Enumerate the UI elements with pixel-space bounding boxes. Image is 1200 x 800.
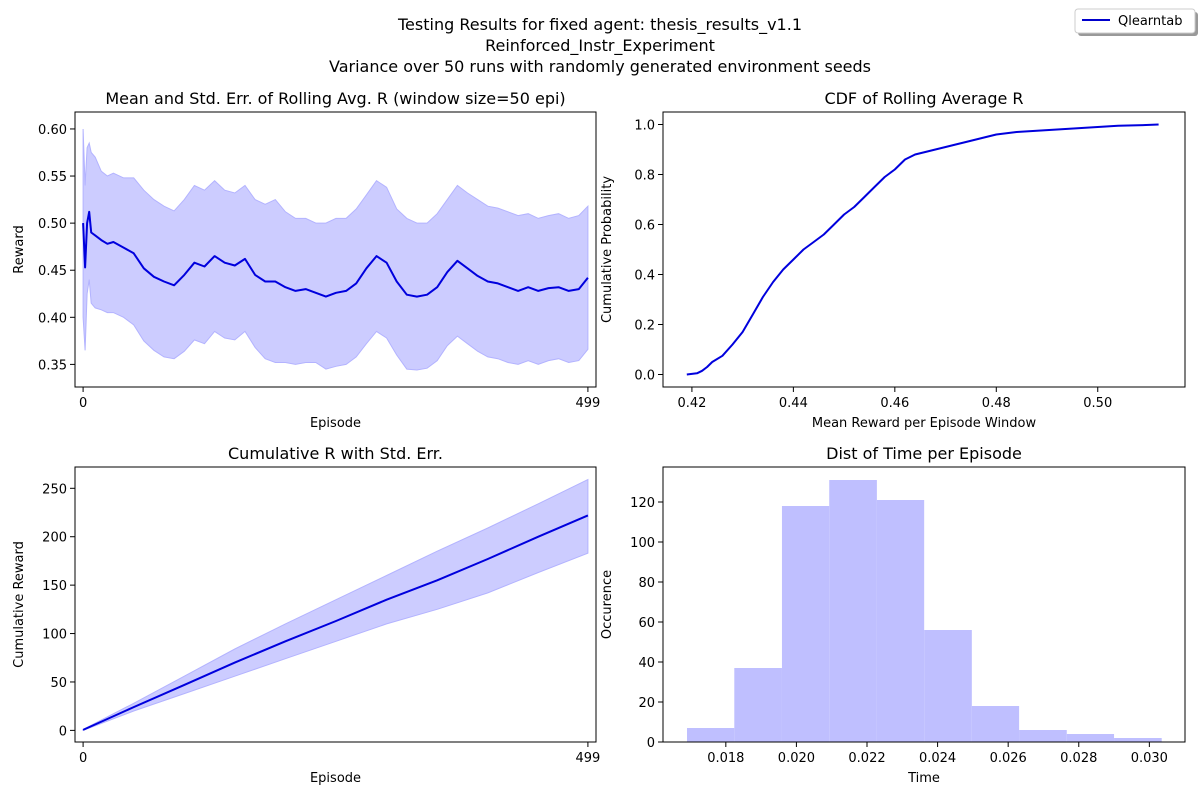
- suptitle: Testing Results for fixed agent: thesis_…: [329, 15, 871, 76]
- y-tick-label: 1.0: [634, 119, 655, 134]
- histogram-bar: [876, 500, 925, 742]
- y-axis-label: Cumulative Reward: [12, 541, 27, 668]
- histogram-bar: [734, 668, 782, 742]
- x-tick-label: 0.48: [982, 396, 1011, 411]
- y-axis-label: Reward: [12, 225, 27, 273]
- y-tick-label: 50: [50, 676, 67, 691]
- x-tick-label: 0.026: [990, 751, 1027, 766]
- plot-area: [82, 478, 589, 732]
- axes-title: CDF of Rolling Average R: [824, 89, 1023, 108]
- axes-title: Cumulative R with Std. Err.: [228, 444, 443, 463]
- histogram-bar: [1019, 730, 1067, 742]
- axes-title: Dist of Time per Episode: [826, 444, 1022, 463]
- y-tick-label: 0.4: [634, 269, 655, 284]
- histogram-bar: [687, 728, 735, 742]
- y-tick-label: 100: [630, 536, 655, 551]
- y-tick-label: 0.0: [634, 369, 655, 384]
- y-axis-label: Cumulative Probability: [600, 176, 615, 323]
- axes-frame: [74, 466, 597, 743]
- y-axis-label: Occurence: [600, 570, 615, 639]
- y-tick-label: 20: [638, 696, 655, 711]
- x-tick-label: 0.50: [1083, 396, 1112, 411]
- plot-area: [686, 123, 1159, 376]
- std-err-band: [82, 128, 589, 371]
- x-tick-label: 0.024: [919, 751, 956, 766]
- histogram-bar: [1066, 734, 1115, 742]
- legend-box: [1074, 8, 1196, 34]
- x-axis-label: Episode: [310, 771, 361, 786]
- axes-frame: [662, 466, 1186, 743]
- histogram-bar: [1114, 738, 1162, 742]
- mean-line: [82, 514, 589, 731]
- y-tick-label: 40: [638, 656, 655, 671]
- plot-area: [82, 128, 589, 371]
- x-tick-label: 0.028: [1060, 751, 1097, 766]
- std-err-band: [82, 478, 589, 732]
- x-tick-label: 0: [79, 396, 87, 411]
- y-tick-label: 60: [638, 616, 655, 631]
- y-tick-label: 80: [638, 576, 655, 591]
- y-tick-label: 200: [42, 531, 67, 546]
- y-tick-label: 0.50: [38, 217, 67, 232]
- y-tick-label: 0.55: [38, 170, 67, 185]
- x-tick-label: 0.46: [880, 396, 909, 411]
- x-tick-label: 0: [79, 751, 87, 766]
- axes-frame: [74, 111, 597, 388]
- y-tick-label: 0.8: [634, 169, 655, 184]
- x-tick-label: 499: [575, 396, 600, 411]
- axes-title: Mean and Std. Err. of Rolling Avg. R (wi…: [105, 89, 565, 108]
- x-tick-label: 0.44: [779, 396, 808, 411]
- x-tick-label: 0.020: [778, 751, 815, 766]
- x-axis-label: Episode: [310, 416, 361, 431]
- y-tick-label: 0.60: [38, 123, 67, 138]
- x-axis-label: Mean Reward per Episode Window: [812, 416, 1037, 431]
- x-tick-label: 0.42: [677, 396, 706, 411]
- y-tick-label: 250: [42, 482, 67, 497]
- axes-cdf: 0.42 0.44 0.46 0.48 0.50 0.0 0.2 0.4 0.6 0.8 1.0 CD…: [600, 89, 1186, 431]
- legend: Qlearntab: [1074, 8, 1198, 36]
- y-tick-label: 120: [630, 496, 655, 511]
- legend-label: Qlearntab: [1118, 14, 1182, 29]
- axes-time-histogram: 0.018 0.020 0.022 0.024 0.026 0.028 0.030 0 20 40…: [600, 444, 1186, 786]
- axes-frame: [662, 111, 1186, 388]
- plot-area: [687, 480, 1162, 742]
- y-tick-label: 0.40: [38, 311, 67, 326]
- histogram-bar: [924, 630, 972, 742]
- x-tick-label: 0.018: [707, 751, 744, 766]
- y-tick-label: 0: [647, 736, 655, 751]
- axes-rolling-reward: 0 499 0.35 0.40 0.45 0.50 0.55 0.60 Mean and Std…: [12, 89, 600, 431]
- y-tick-label: 150: [42, 579, 67, 594]
- x-tick-label: 0.022: [848, 751, 885, 766]
- x-tick-label: 499: [575, 751, 600, 766]
- histogram-bar: [781, 506, 830, 742]
- y-tick-label: 0: [59, 724, 67, 739]
- histogram-bar: [971, 706, 1020, 742]
- suptitle-line-1: Testing Results for fixed agent: thesis_…: [397, 15, 802, 35]
- histogram-bar: [829, 480, 877, 742]
- axes-cumulative-reward: 0 499 0 50 100 150 200 250 Cumulative R with Std…: [12, 444, 600, 786]
- suptitle-line-3: Variance over 50 runs with randomly gene…: [329, 57, 871, 76]
- y-tick-label: 0.45: [38, 264, 67, 279]
- y-tick-label: 100: [42, 628, 67, 643]
- x-tick-label: 0.030: [1131, 751, 1168, 766]
- y-tick-label: 0.35: [38, 358, 67, 373]
- y-tick-label: 0.2: [634, 319, 655, 334]
- x-axis-label: Time: [907, 771, 940, 786]
- mean-line: [82, 210, 589, 298]
- y-tick-label: 0.6: [634, 219, 655, 234]
- cdf-line: [686, 123, 1159, 376]
- suptitle-line-2: Reinforced_Instr_Experiment: [485, 36, 715, 56]
